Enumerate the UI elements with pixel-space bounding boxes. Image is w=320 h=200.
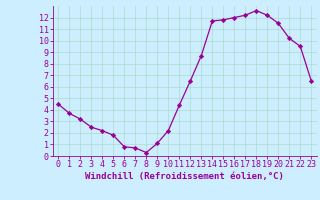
X-axis label: Windchill (Refroidissement éolien,°C): Windchill (Refroidissement éolien,°C) [85,172,284,181]
